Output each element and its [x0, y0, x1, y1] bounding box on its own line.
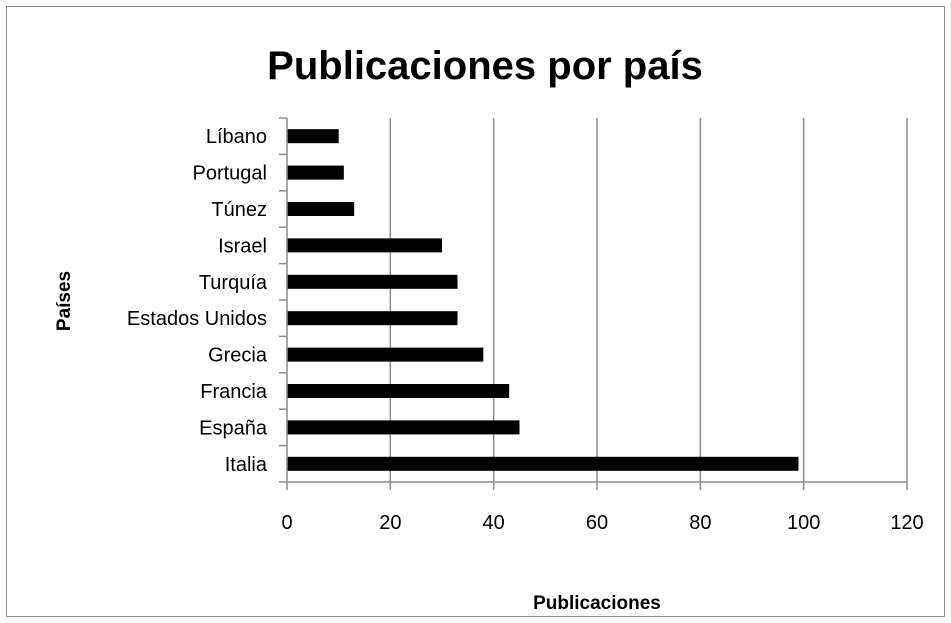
x-tick-label: 60: [586, 512, 608, 534]
bars: [287, 129, 799, 471]
tick-labels: 0 20 40 60 80 100 120 Italia España Francia Grecia…: [127, 126, 924, 534]
axes: [279, 117, 908, 490]
bar: [287, 456, 799, 471]
bar: [287, 238, 442, 253]
y-tick-label: Italia: [225, 454, 268, 476]
bar: [287, 274, 458, 289]
bar: [287, 165, 344, 180]
x-tick-label: 20: [379, 512, 401, 534]
chart-title: Publicaciones por país: [267, 44, 703, 88]
y-tick-label: Turquía: [199, 272, 268, 294]
bar-chart: Publicaciones por país Países Publicacio…: [54, 44, 924, 614]
x-tick-label: 40: [483, 512, 505, 534]
x-tick-label: 0: [281, 512, 292, 534]
x-tick-label: 100: [787, 512, 820, 534]
y-tick-label: España: [199, 417, 268, 439]
y-tick-label: Grecia: [208, 345, 268, 367]
bar: [287, 384, 510, 398]
bar: [287, 129, 339, 144]
bar: [287, 202, 355, 216]
y-tick-label: Francia: [200, 381, 268, 403]
bar: [287, 347, 484, 362]
y-tick-label: Portugal: [193, 163, 268, 185]
x-axis-title: Publicaciones: [533, 593, 661, 614]
x-tick-label: 120: [890, 512, 923, 534]
chart-frame: Publicaciones por país Países Publicacio…: [6, 6, 945, 617]
bar: [287, 420, 520, 435]
y-tick-label: Israel: [218, 235, 267, 257]
y-tick-label: Estados Unidos: [127, 308, 267, 330]
bar: [287, 311, 458, 326]
y-tick-label: Túnez: [211, 199, 267, 221]
y-axis-title: Países: [54, 271, 75, 331]
x-tick-label: 80: [689, 512, 711, 534]
y-tick-label: Líbano: [206, 126, 267, 148]
